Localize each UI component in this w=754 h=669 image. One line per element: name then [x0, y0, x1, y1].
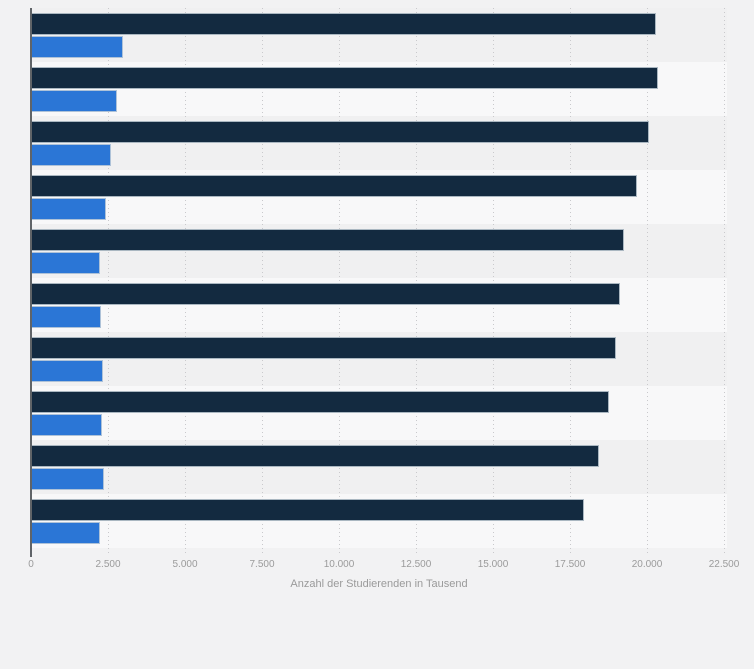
bar-blue-series[interactable]	[31, 522, 100, 544]
x-tick-label: 5.000	[172, 559, 198, 570]
bar-navy-series[interactable]	[31, 445, 599, 467]
bar-blue-series[interactable]	[31, 414, 102, 436]
bar-navy-series[interactable]	[31, 499, 584, 521]
gridline	[108, 8, 109, 556]
bar-blue-series[interactable]	[31, 90, 117, 112]
bar-navy-series[interactable]	[31, 121, 649, 143]
y-axis-line	[30, 8, 32, 557]
bar-navy-series[interactable]	[31, 283, 620, 305]
x-tick-label: 7.500	[249, 559, 275, 570]
gridline	[493, 8, 494, 556]
plot-area: 0 2.500 5.000 7.500 10.000 12.500 15.000 17.500…	[28, 8, 740, 570]
x-tick-label: 22.500	[708, 559, 740, 570]
bar-blue-series[interactable]	[31, 306, 101, 328]
gridline	[339, 8, 340, 556]
bar-navy-series[interactable]	[31, 175, 637, 197]
x-tick-label: 12.500	[400, 559, 432, 570]
x-tick-label: 10.000	[323, 559, 355, 570]
x-tick-label: 0	[28, 559, 34, 570]
x-tick-label: 17.500	[554, 559, 586, 570]
bar-navy-series[interactable]	[31, 337, 616, 359]
x-axis-title: Anzahl der Studierenden in Tausend	[290, 578, 468, 590]
gridline	[570, 8, 571, 556]
bar-blue-series[interactable]	[31, 468, 104, 490]
bar-blue-series[interactable]	[31, 360, 103, 382]
bar-navy-series[interactable]	[31, 13, 656, 35]
bar-navy-series[interactable]	[31, 391, 609, 413]
bar-blue-series[interactable]	[31, 144, 111, 166]
bar-blue-series[interactable]	[31, 198, 106, 220]
gridline	[416, 8, 417, 556]
gridline	[647, 8, 648, 556]
x-tick-label: 15.000	[477, 559, 509, 570]
bar-navy-series[interactable]	[31, 67, 658, 89]
x-tick-label: 20.000	[631, 559, 663, 570]
bar-navy-series[interactable]	[31, 229, 624, 251]
x-tick-label: 2.500	[95, 559, 121, 570]
bar-blue-series[interactable]	[31, 36, 123, 58]
gridline	[185, 8, 186, 556]
gridline	[724, 8, 725, 556]
gridline	[262, 8, 263, 556]
bar-blue-series[interactable]	[31, 252, 100, 274]
